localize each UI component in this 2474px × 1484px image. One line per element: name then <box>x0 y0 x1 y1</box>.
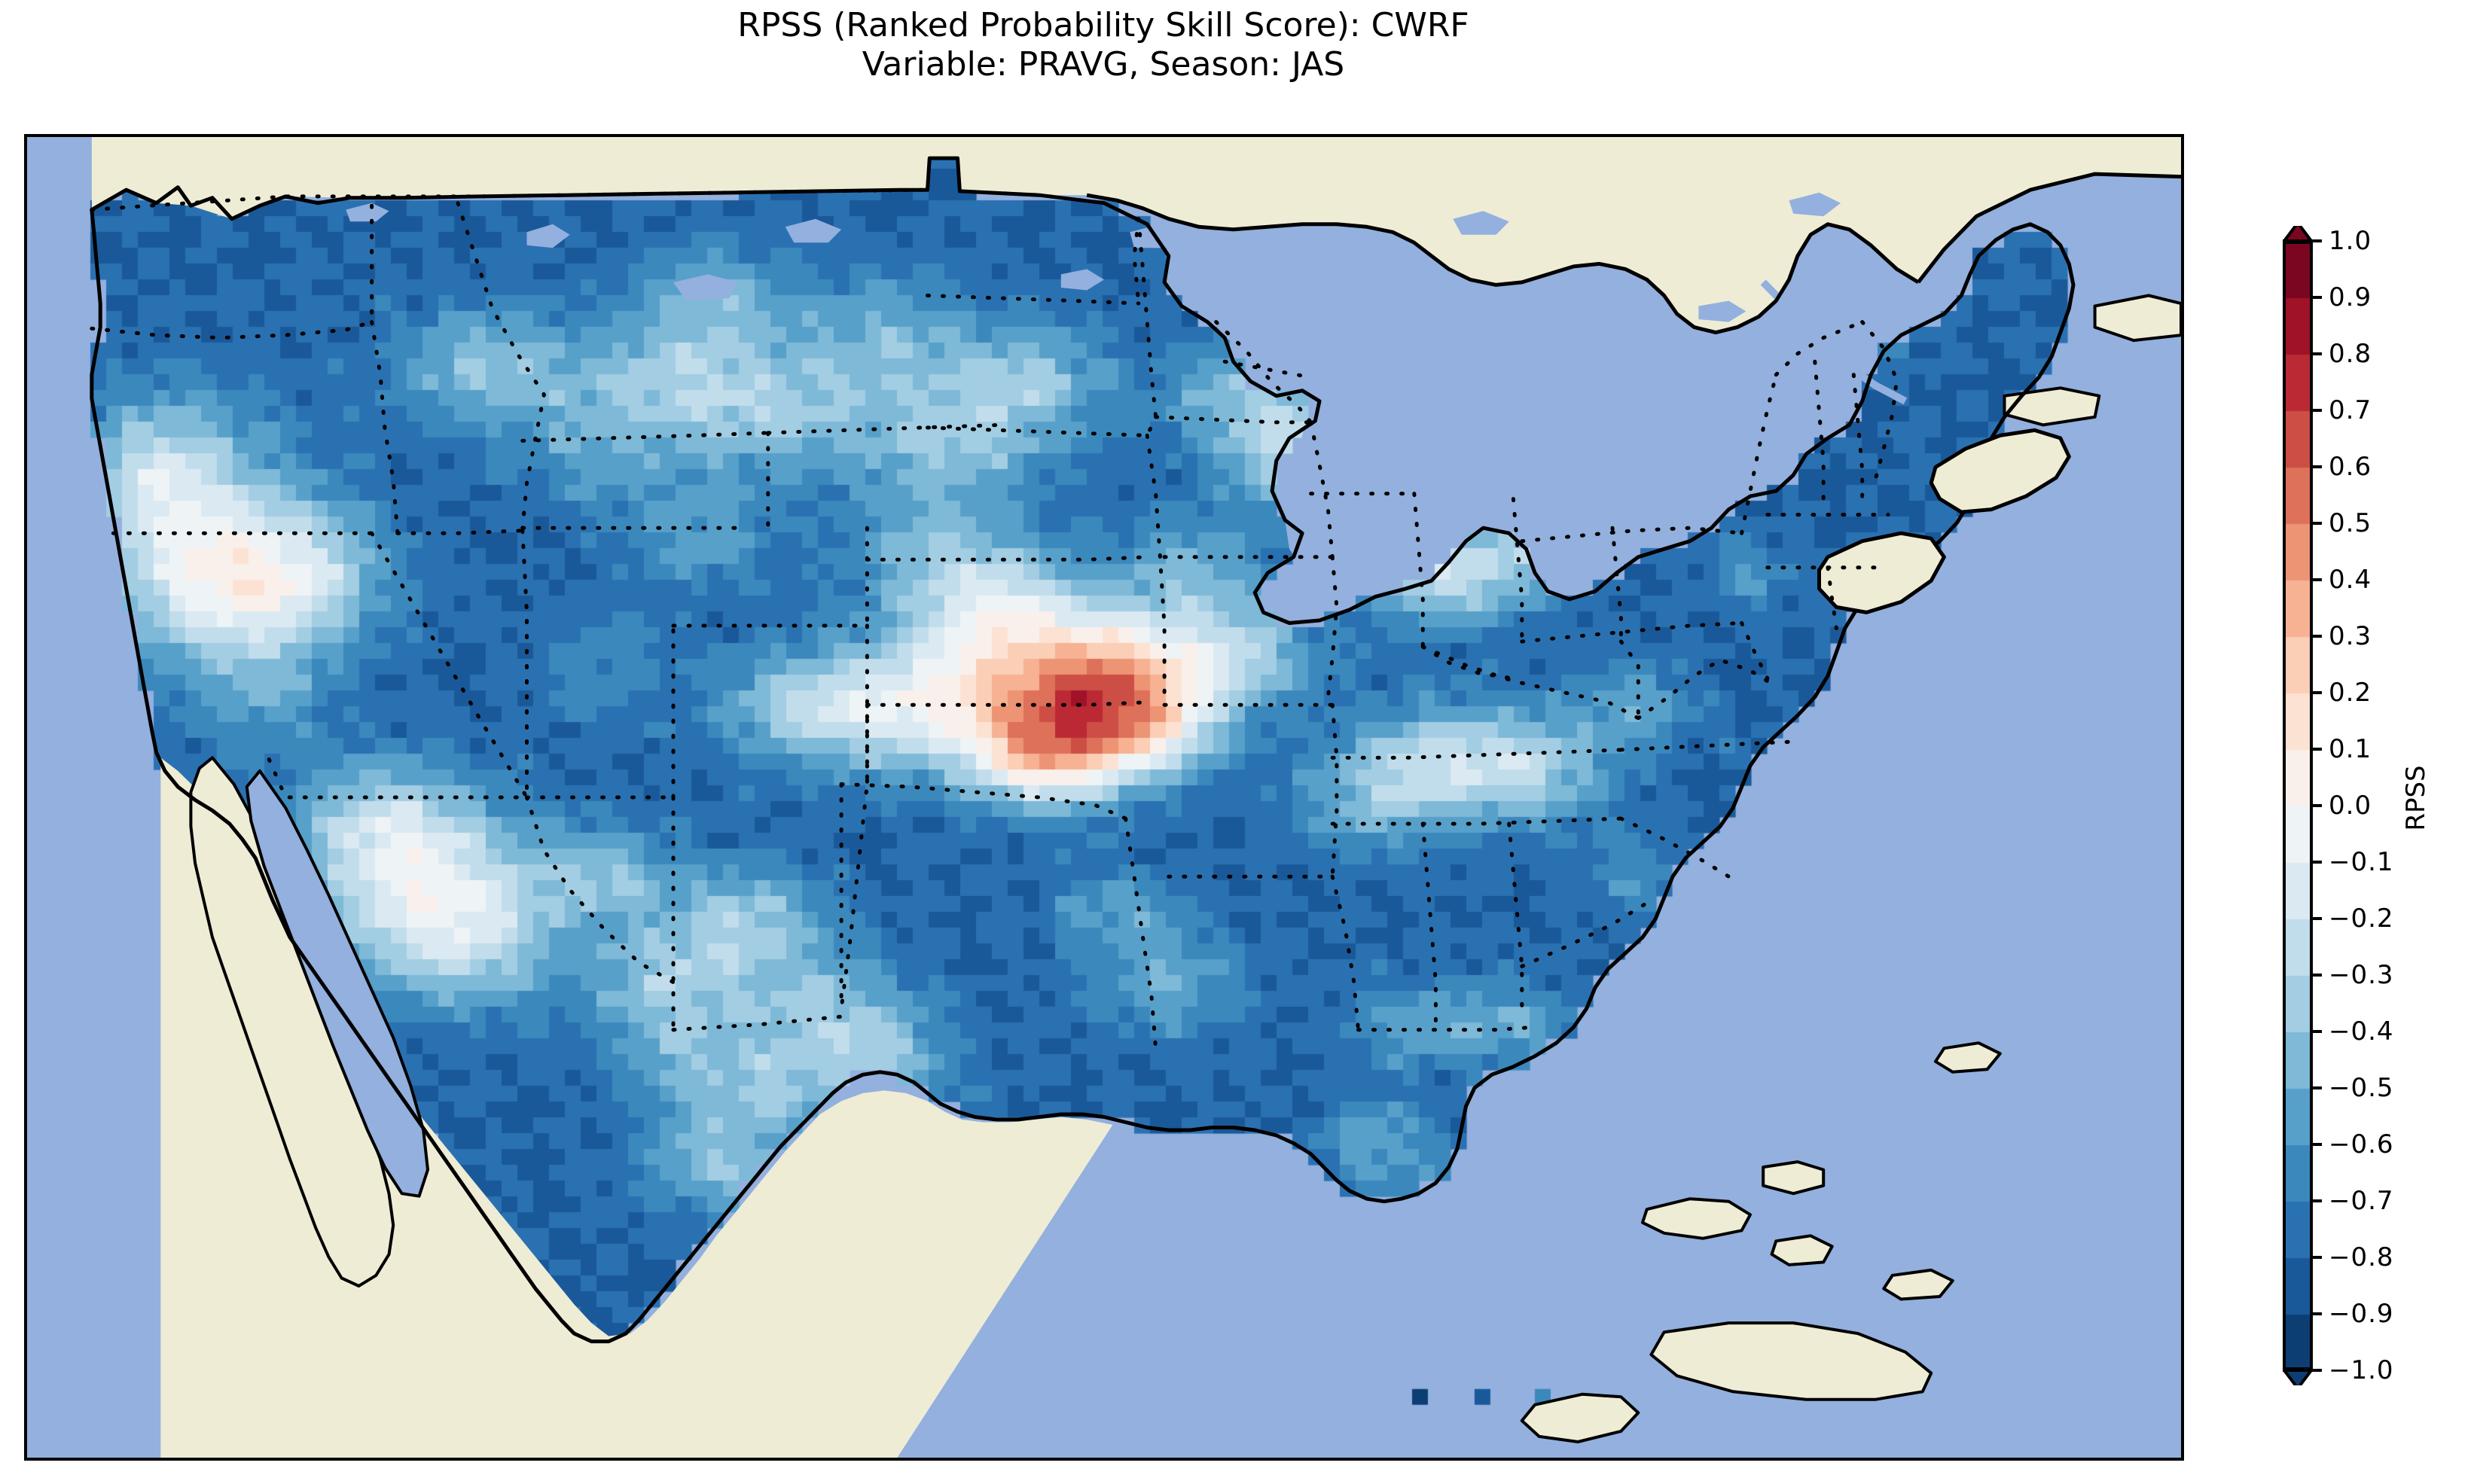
colorbar-frame <box>2283 226 2322 1385</box>
colorbar-tick-label: 0.6 <box>2329 452 2372 482</box>
colorbar-tick-label: −0.5 <box>2329 1073 2394 1103</box>
colorbar-tick-label: −0.4 <box>2329 1016 2394 1047</box>
colorbar-axis-label: RPSS <box>2401 765 2431 831</box>
colorbar-tick-label: 0.1 <box>2329 734 2372 764</box>
colorbar-tick-label: 0.7 <box>2329 395 2372 425</box>
chart-title-line-1: RPSS (Ranked Probability Skill Score): C… <box>737 6 1469 44</box>
colorbar-tick-label: −0.1 <box>2329 847 2394 877</box>
map-stack <box>27 137 2181 1458</box>
colorbar[interactable]: RPSS 1.0 0.9 0.8 0.7 0.6 0.5 0.4 0.3 0.2 0.1 0.0 −0… <box>2274 226 2474 1385</box>
colorbar-tick-label: −0.9 <box>2329 1299 2394 1329</box>
map-panel <box>24 134 2184 1461</box>
colorbar-tick-label: −0.7 <box>2329 1186 2394 1216</box>
colorbar-tick-label: −1.0 <box>2329 1355 2394 1385</box>
colorbar-tick-label: −0.6 <box>2329 1129 2394 1159</box>
colorbar-tick-label: 0.9 <box>2329 282 2372 312</box>
colorbar-tick-label: 0.0 <box>2329 791 2372 821</box>
geography-layer <box>90 137 2181 1458</box>
colorbar-gradient <box>2284 241 2311 1370</box>
colorbar-tick-label: 0.3 <box>2329 621 2372 651</box>
chart-title-line-2: Variable: PRAVG, Season: JAS <box>862 44 1345 84</box>
colorbar-tick-label: −0.3 <box>2329 960 2394 990</box>
colorbar-tick-label: 0.4 <box>2329 565 2372 595</box>
colorbar-tick-label: 1.0 <box>2329 226 2372 256</box>
colorbar-tick-label: −0.2 <box>2329 904 2394 934</box>
chart-title: RPSS (Ranked Probability Skill Score): C… <box>0 6 2207 84</box>
colorbar-tick-label: −0.8 <box>2329 1242 2394 1272</box>
colorbar-tick-label: 0.2 <box>2329 678 2372 708</box>
colorbar-tick-label: 0.8 <box>2329 339 2372 369</box>
colorbar-tick-label: 0.5 <box>2329 508 2372 538</box>
